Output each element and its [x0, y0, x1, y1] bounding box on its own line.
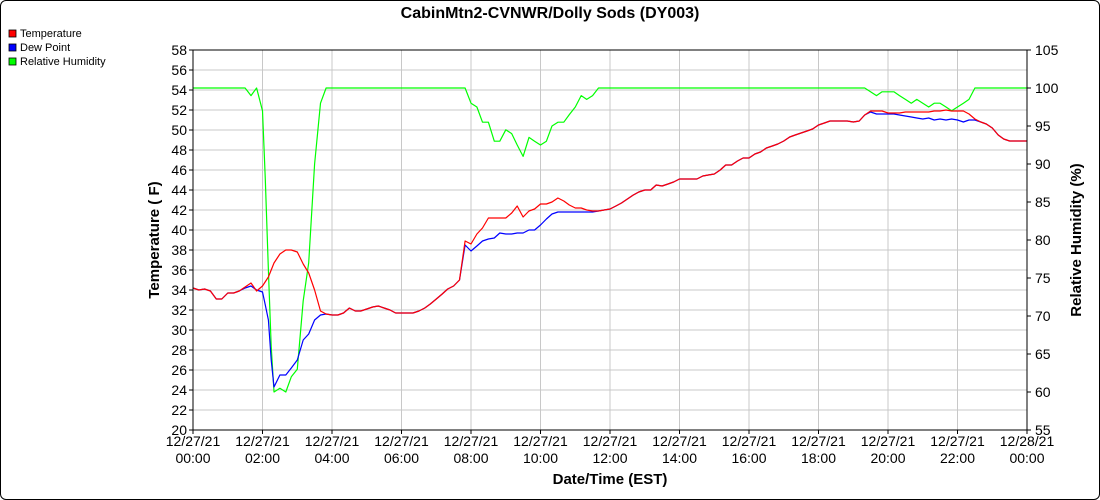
left-tick-label: 24	[171, 382, 187, 398]
right-tick-label: 70	[1035, 308, 1051, 324]
x-tick-date: 12/27/21	[583, 433, 638, 449]
x-tick-date: 12/28/21	[1000, 433, 1055, 449]
left-tick-label: 42	[171, 202, 187, 218]
left-tick-label: 46	[171, 162, 187, 178]
left-tick-label: 38	[171, 242, 187, 258]
left-tick-label: 40	[171, 222, 187, 238]
left-tick-label: 52	[171, 102, 187, 118]
left-tick-label: 50	[171, 122, 187, 138]
left-tick-label: 56	[171, 62, 187, 78]
left-axis-title: Temperature ( F)	[146, 181, 163, 298]
x-axis-title: Date/Time (EST)	[553, 471, 668, 488]
right-tick-label: 85	[1035, 194, 1051, 210]
right-tick-label: 55	[1035, 422, 1051, 438]
temperature-line	[192, 109, 1027, 316]
legend-swatch-temperature	[8, 29, 17, 38]
x-tick-time: 10:00	[523, 450, 558, 466]
left-tick-label: 48	[171, 142, 187, 158]
x-tick-time: 22:00	[940, 450, 975, 466]
x-tick-date: 12/27/21	[930, 433, 985, 449]
left-tick-label: 44	[171, 182, 187, 198]
left-tick-label: 20	[171, 422, 187, 438]
right-tick-label: 100	[1035, 80, 1059, 96]
x-tick-time: 04:00	[314, 450, 349, 466]
x-tick-date: 12/27/21	[791, 433, 846, 449]
right-axis-ticks: 55 60 65 70 75 80 85 90 95 100 105	[1027, 42, 1059, 438]
x-tick-date: 12/27/21	[513, 433, 568, 449]
left-tick-label: 28	[171, 342, 187, 358]
left-tick-label: 26	[171, 362, 187, 378]
x-tick-time: 08:00	[453, 450, 488, 466]
right-tick-label: 105	[1035, 42, 1059, 58]
left-tick-label: 36	[171, 262, 187, 278]
right-tick-label: 95	[1035, 118, 1051, 134]
x-tick-date: 12/27/21	[444, 433, 499, 449]
x-tick-date: 12/27/21	[722, 433, 777, 449]
x-tick-time: 18:00	[801, 450, 836, 466]
x-tick-date: 12/27/21	[861, 433, 916, 449]
grid-lines	[192, 49, 1028, 431]
legend-label-relative-humidity: Relative Humidity	[20, 56, 106, 68]
x-tick-time: 20:00	[870, 450, 905, 466]
left-tick-label: 54	[171, 82, 187, 98]
left-tick-label: 32	[171, 302, 187, 318]
x-tick-time: 02:00	[245, 450, 280, 466]
x-tick-time: 06:00	[384, 450, 419, 466]
right-tick-label: 80	[1035, 232, 1051, 248]
legend-item-temperature: Temperature	[8, 28, 82, 40]
x-tick-time: 14:00	[662, 450, 697, 466]
x-tick-time: 00:00	[175, 450, 210, 466]
x-tick-date: 12/27/21	[166, 433, 221, 449]
x-tick-date: 12/27/21	[235, 433, 290, 449]
x-axis-ticks: 12/27/2100:0012/27/2102:0012/27/2104:001…	[166, 430, 1055, 466]
x-tick-date: 12/27/21	[305, 433, 360, 449]
left-tick-label: 22	[171, 402, 187, 418]
legend-item-dew-point: Dew Point	[8, 42, 70, 54]
right-tick-label: 75	[1035, 270, 1051, 286]
x-tick-date: 12/27/21	[374, 433, 429, 449]
legend-swatch-dew-point	[8, 43, 17, 52]
legend-item-relative-humidity: Relative Humidity	[8, 56, 106, 68]
left-axis-ticks: 20 22 24 26 28 30 32 34 36 38 40 42 44 46 48 50 52 54 56 58	[171, 42, 193, 438]
right-axis-title: Relative Humidity (%)	[1068, 163, 1085, 316]
right-tick-label: 60	[1035, 384, 1051, 400]
relative-humidity-line	[193, 87, 1027, 393]
right-tick-label: 65	[1035, 346, 1051, 362]
chart-title: CabinMtn2-CVNWR/Dolly Sods (DY003)	[401, 5, 700, 22]
left-tick-label: 58	[171, 42, 187, 58]
x-tick-time: 12:00	[592, 450, 627, 466]
legend: Temperature Dew Point Relative Humidity	[8, 28, 106, 68]
left-tick-label: 34	[171, 282, 187, 298]
right-tick-label: 90	[1035, 156, 1051, 172]
x-tick-date: 12/27/21	[652, 433, 707, 449]
legend-label-dew-point: Dew Point	[20, 42, 70, 54]
x-tick-time: 16:00	[731, 450, 766, 466]
legend-swatch-relative-humidity	[8, 57, 17, 66]
left-tick-label: 30	[171, 322, 187, 338]
legend-label-temperature: Temperature	[20, 28, 82, 40]
x-tick-time: 00:00	[1009, 450, 1044, 466]
series-layer	[192, 87, 1027, 393]
